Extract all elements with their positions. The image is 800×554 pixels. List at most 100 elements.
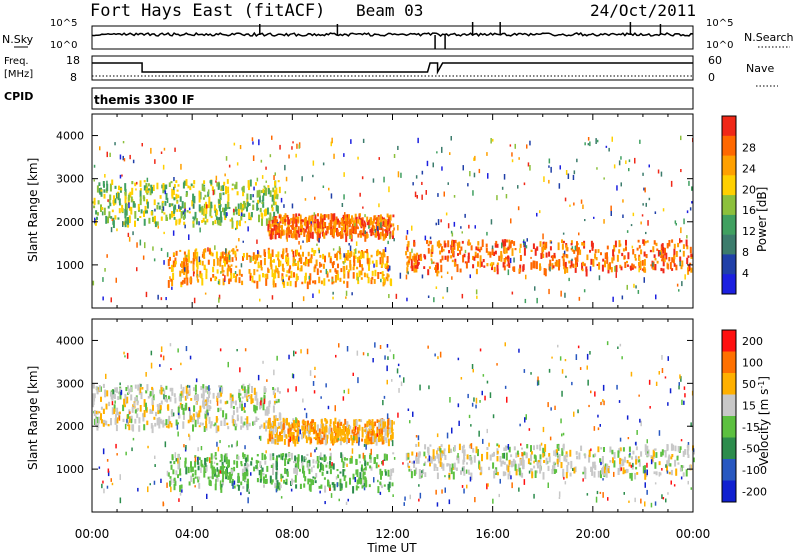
data-cell — [200, 273, 203, 279]
data-cell — [294, 263, 297, 266]
y-tick-label: 2000 — [56, 420, 84, 433]
data-cell — [265, 188, 267, 196]
data-cell — [530, 468, 533, 471]
data-cell — [205, 268, 208, 274]
data-cell — [289, 280, 292, 287]
data-cell — [222, 270, 225, 273]
data-cell — [496, 243, 499, 248]
data-cell — [231, 188, 234, 191]
data-cell — [662, 254, 665, 262]
noise-cell — [235, 245, 238, 249]
data-cell — [293, 460, 295, 464]
data-cell — [327, 279, 330, 282]
data-cell — [182, 266, 185, 273]
data-cell — [316, 424, 319, 432]
data-cell — [171, 409, 174, 417]
data-cell — [226, 256, 229, 265]
data-cell — [370, 254, 373, 258]
time-tick-label: 12:00 — [375, 527, 410, 541]
data-cell — [288, 268, 291, 274]
data-cell — [418, 472, 421, 479]
noise-cell — [235, 257, 237, 261]
data-cell — [116, 387, 118, 393]
data-cell — [100, 189, 103, 192]
noise-cell — [200, 467, 202, 473]
noise-cell — [110, 297, 112, 303]
noise-cell — [121, 174, 123, 177]
data-cell — [654, 264, 657, 271]
data-cell — [556, 444, 559, 449]
data-cell — [190, 260, 193, 264]
data-cell — [354, 435, 357, 440]
data-cell — [305, 435, 308, 439]
data-cell — [213, 455, 216, 459]
data-cell — [252, 421, 254, 426]
data-cell — [217, 407, 220, 413]
data-cell — [604, 463, 607, 470]
data-cell — [272, 421, 275, 429]
noise-cell — [362, 479, 364, 486]
data-cell — [506, 464, 508, 471]
noise-cell — [333, 153, 335, 159]
data-cell — [360, 478, 362, 484]
noise-cell — [302, 219, 304, 223]
data-cell — [483, 265, 486, 268]
data-cell — [391, 420, 393, 426]
data-cell — [287, 219, 290, 225]
data-cell — [687, 255, 690, 258]
noise-cell — [351, 292, 353, 296]
data-cell — [210, 461, 213, 469]
data-cell — [570, 247, 573, 251]
data-cell — [389, 475, 392, 480]
data-cell — [634, 258, 637, 261]
data-cell — [243, 386, 246, 394]
data-cell — [219, 204, 222, 207]
data-cell — [685, 469, 688, 477]
data-cell — [377, 486, 380, 494]
noise-cell — [346, 346, 349, 352]
data-cell — [450, 255, 453, 259]
data-cell — [576, 247, 579, 256]
noise-cell — [355, 426, 357, 430]
noise-cell — [396, 368, 399, 374]
data-cell — [200, 393, 203, 399]
data-cell — [271, 204, 273, 209]
data-cell — [113, 404, 116, 412]
data-cell — [451, 247, 454, 254]
data-cell — [392, 230, 395, 236]
data-cell — [123, 398, 126, 406]
noise-cell — [680, 169, 682, 173]
data-cell — [316, 268, 319, 275]
data-cell — [285, 274, 288, 277]
noise-cell — [511, 159, 514, 163]
noise-line — [91, 31, 694, 38]
data-cell — [267, 268, 270, 273]
noise-cell — [626, 284, 628, 290]
data-cell — [254, 261, 257, 265]
data-cell — [225, 413, 228, 420]
data-cell — [339, 438, 342, 446]
noise-cell — [669, 388, 672, 394]
noise-cell — [561, 369, 564, 374]
data-cell — [513, 266, 516, 272]
data-cell — [131, 187, 134, 195]
data-cell — [267, 188, 270, 195]
noise-cell — [406, 297, 408, 302]
noise-cell — [364, 214, 366, 218]
data-cell — [387, 469, 390, 477]
noise-cell — [351, 448, 354, 454]
data-cell — [379, 214, 382, 220]
noise-cell — [655, 381, 658, 386]
data-cell — [170, 181, 173, 184]
data-cell — [309, 428, 311, 433]
data-cell — [212, 221, 215, 226]
data-cell — [180, 281, 183, 285]
noise-cell — [655, 294, 657, 300]
noise-cell — [263, 398, 266, 405]
data-cell — [290, 218, 293, 221]
data-cell — [447, 240, 450, 248]
data-cell — [502, 471, 505, 477]
data-cell — [542, 247, 545, 252]
noise-cell — [261, 175, 264, 179]
data-cell — [637, 239, 640, 243]
